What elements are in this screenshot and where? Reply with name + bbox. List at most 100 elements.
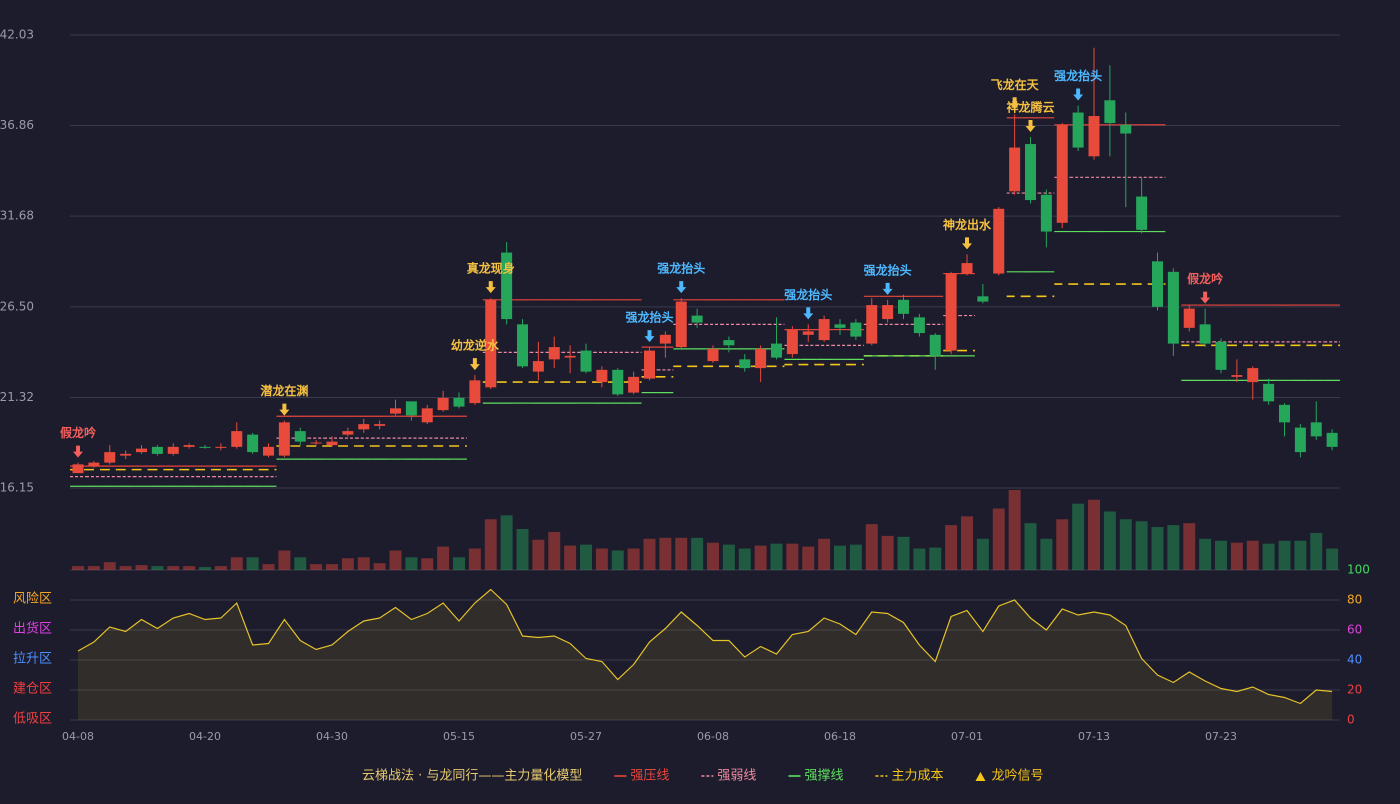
volume-bar xyxy=(278,550,291,570)
candle-body xyxy=(739,359,751,369)
candle-body xyxy=(326,441,338,446)
volume-bar xyxy=(913,548,926,570)
volume-bar xyxy=(865,524,878,570)
signal-label: 幼龙逆水 xyxy=(451,338,500,353)
volume-bar xyxy=(421,558,434,570)
volume-bar xyxy=(1040,538,1053,570)
volume-bar xyxy=(643,538,656,570)
volume-bar xyxy=(1135,521,1148,570)
candle-body xyxy=(151,446,163,454)
x-tick-label: 07-01 xyxy=(951,730,983,743)
volume-bar xyxy=(87,566,100,570)
y-tick-label: 31.68 xyxy=(0,209,34,223)
x-tick-label: 05-27 xyxy=(570,730,602,743)
volume-bar xyxy=(389,550,402,570)
y2-tick-label: 20 xyxy=(1347,683,1362,697)
volume-bar xyxy=(691,537,704,570)
volume-bar xyxy=(468,548,481,570)
candle-body xyxy=(72,464,84,474)
legend-label: 强撑线 xyxy=(804,769,843,784)
candle-body xyxy=(929,334,941,356)
candle-body xyxy=(1152,261,1163,307)
candle-body xyxy=(628,376,640,393)
candle-body xyxy=(818,319,830,341)
candle-body xyxy=(691,315,703,323)
volume-bar xyxy=(1215,540,1227,570)
volume-bar xyxy=(230,557,243,570)
candle-body xyxy=(88,462,100,467)
volume-bar xyxy=(373,563,386,570)
candle-body xyxy=(755,348,767,369)
candle-body xyxy=(167,446,179,454)
y-tick-label: 36.86 xyxy=(0,118,34,132)
volume-bar xyxy=(1167,525,1180,570)
zone-label: 出货区 xyxy=(13,621,52,637)
volume-bar xyxy=(992,508,1005,570)
candle-body xyxy=(1104,100,1116,124)
volume-bar xyxy=(818,538,831,570)
signal-label: 祥龙腾云 xyxy=(1006,100,1054,115)
y2-tick-label: 80 xyxy=(1347,593,1362,607)
x-tick-label: 04-30 xyxy=(316,730,348,743)
candle-body xyxy=(1120,124,1132,134)
volume-bar xyxy=(1183,523,1196,570)
candle-body xyxy=(834,324,846,328)
volume-bar xyxy=(1199,538,1212,570)
signal-label: 假龙吟 xyxy=(60,425,96,440)
x-tick-label: 07-13 xyxy=(1078,730,1110,743)
candle-body xyxy=(469,380,481,404)
candle-body xyxy=(231,431,243,447)
signal-arrow xyxy=(644,330,655,343)
volume-bar xyxy=(453,557,465,570)
signal-arrow xyxy=(1073,88,1084,101)
candle-body xyxy=(564,355,576,358)
candle-body xyxy=(278,422,290,456)
candle-body xyxy=(1136,196,1148,230)
volume-bar xyxy=(627,548,640,570)
candle-body xyxy=(1263,383,1275,402)
volume-bar xyxy=(675,537,688,570)
volume-bar xyxy=(1119,519,1132,570)
candle-body xyxy=(1215,341,1227,370)
candle-body xyxy=(485,299,497,388)
x-tick-label: 04-08 xyxy=(62,730,94,743)
candle-body xyxy=(1040,194,1052,232)
candle-body xyxy=(532,361,544,372)
candle-body xyxy=(898,299,909,314)
candle-body xyxy=(136,448,147,453)
candle-body xyxy=(1310,422,1322,437)
volume-bar xyxy=(167,566,180,570)
candle-body xyxy=(945,273,957,351)
candle-body xyxy=(358,424,370,430)
zone-label: 低吸区 xyxy=(13,712,52,727)
signal-arrow xyxy=(485,281,496,294)
volume-bar xyxy=(1246,540,1259,570)
signal-label: 神龙出水 xyxy=(943,217,992,232)
volume-bar xyxy=(1024,523,1037,570)
y-tick-label: 42.03 xyxy=(0,28,34,42)
candle-body xyxy=(104,452,116,463)
volume-bar xyxy=(548,531,561,570)
volume-bar xyxy=(199,567,211,570)
candle-body xyxy=(1199,324,1211,344)
volume-bar xyxy=(1278,540,1291,570)
candle-body xyxy=(1183,308,1195,328)
signal-label: 强龙抬头 xyxy=(784,287,832,302)
volume-bar xyxy=(151,566,164,570)
volume-bar xyxy=(802,546,815,570)
volume-bar xyxy=(738,548,751,570)
signal-arrow xyxy=(469,358,480,371)
signal-arrow xyxy=(803,307,814,320)
volume-bar xyxy=(484,519,497,570)
candle-body xyxy=(199,446,211,448)
candle-body xyxy=(771,343,782,358)
volume-bar xyxy=(294,557,307,570)
candle-body xyxy=(310,442,322,444)
signal-arrow xyxy=(73,445,83,458)
volume-bar xyxy=(437,546,450,570)
volume-bar xyxy=(707,542,719,570)
candle-body xyxy=(215,446,227,448)
zone-label: 拉升区 xyxy=(13,652,52,667)
candle-body xyxy=(802,331,814,335)
